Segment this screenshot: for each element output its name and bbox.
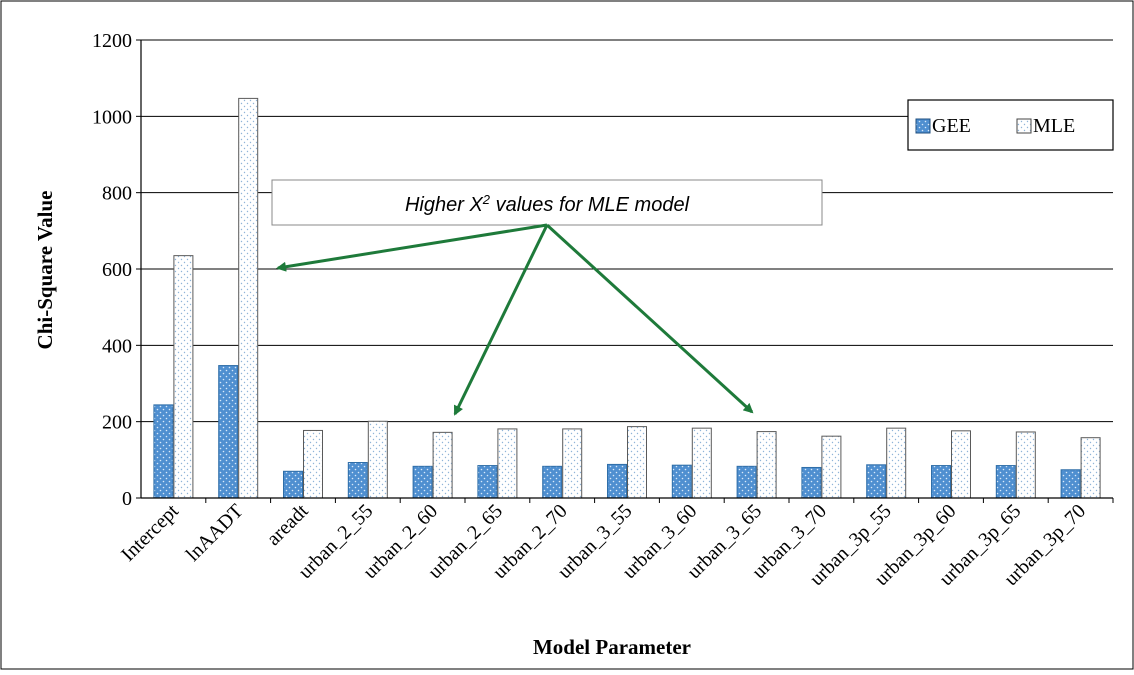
bar-mle-urban-3-65 (756, 431, 777, 499)
bar-gee-urban-2-60 (412, 465, 433, 499)
bar-gee-urban-2-55 (347, 462, 368, 499)
bar-mle-urban-3p-55 (886, 427, 907, 499)
bar-mle-intercept (173, 255, 194, 499)
annotation-arrow-urban-2-60 (453, 224, 549, 416)
bar-gee-urban-3-60 (671, 464, 692, 499)
bars (153, 97, 1101, 499)
bar-gee-areadt (283, 470, 303, 499)
bar-gee-urban-3-55 (607, 463, 627, 499)
bar-mle-urban-3p-65 (1015, 431, 1036, 499)
bar-gee-urban-3p-55 (866, 464, 887, 499)
bar-mle-urban-2-65 (497, 428, 518, 499)
y-axis-title: Chi-Square Value (33, 191, 57, 350)
legend-label-mle: MLE (1033, 115, 1075, 137)
bar-mle-lnaadt (238, 97, 259, 499)
legend-box (907, 99, 1114, 151)
legend-label-gee: GEE (932, 115, 971, 137)
bar-gee-urban-2-65 (477, 465, 498, 499)
bar-mle-urban-3-55 (627, 426, 647, 499)
bar-mle-areadt (303, 429, 323, 499)
bar-gee-urban-3p-65 (995, 465, 1016, 499)
annotation-arrow-lnaadt (276, 223, 548, 272)
y-tick-label: 200 (102, 412, 132, 434)
bar-mle-urban-2-70 (562, 428, 583, 499)
bar-mle-urban-3-60 (691, 427, 712, 499)
bar-mle-urban-2-55 (367, 420, 388, 499)
bar-mle-urban-3-70 (821, 435, 842, 499)
bar-mle-urban-3p-70 (1080, 437, 1101, 499)
legend: GEE MLE (907, 99, 1114, 151)
legend-swatch-mle (1016, 118, 1032, 134)
y-tick-label: 0 (122, 488, 132, 510)
y-tick-label: 1000 (92, 106, 132, 128)
bar-gee-urban-2-70 (542, 465, 563, 499)
y-tick-label: 600 (102, 259, 132, 281)
annotation-arrow-urban-3-65 (545, 223, 754, 414)
bar-mle-urban-3p-60 (951, 430, 971, 499)
bar-gee-lnaadt (218, 365, 239, 499)
bar-gee-urban-3p-70 (1060, 469, 1081, 499)
annotation-text-sup: 2 (482, 192, 491, 207)
annotation-text-rest: values for MLE model (490, 194, 690, 216)
bar-gee-urban-3p-60 (931, 465, 951, 499)
annotation-text: Higher X2 values for MLE model (405, 192, 690, 217)
bar-gee-urban-3-70 (801, 466, 822, 499)
bar-gee-urban-3-65 (736, 465, 757, 499)
annotation: Higher X2 values for MLE model (271, 179, 823, 416)
gridlines (141, 39, 1113, 423)
bar-gee-intercept (153, 404, 174, 499)
legend-swatch-gee (915, 118, 931, 134)
annotation-text-main: Higher X (405, 194, 483, 216)
bar-mle-urban-2-60 (432, 431, 453, 499)
annotation-box (271, 179, 823, 226)
y-tick-label: 400 (102, 335, 132, 357)
x-axis-title: Model Parameter (533, 635, 691, 659)
axes (136, 39, 1114, 503)
y-tick-label: 800 (102, 183, 132, 205)
y-tick-label: 1200 (92, 30, 132, 52)
